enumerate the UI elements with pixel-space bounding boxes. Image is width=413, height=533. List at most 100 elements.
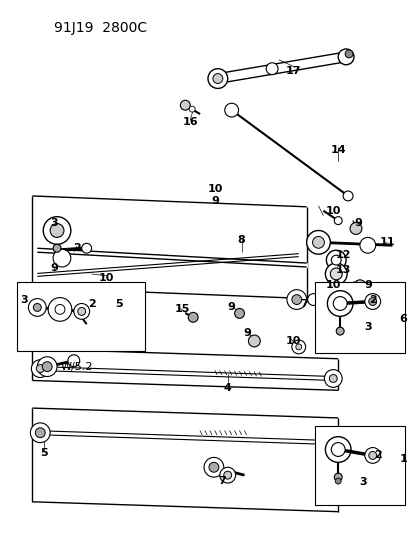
Bar <box>314 282 404 353</box>
Circle shape <box>248 335 260 347</box>
Circle shape <box>55 304 65 314</box>
Circle shape <box>342 191 352 201</box>
Text: 3: 3 <box>358 477 366 487</box>
Circle shape <box>337 49 353 64</box>
Text: 4: 4 <box>223 383 231 393</box>
Text: 10: 10 <box>285 336 301 346</box>
Circle shape <box>368 451 376 459</box>
Text: 9: 9 <box>211 196 218 206</box>
Circle shape <box>42 362 52 372</box>
Text: 8: 8 <box>237 236 245 245</box>
Circle shape <box>324 434 341 451</box>
Circle shape <box>33 303 41 311</box>
Circle shape <box>335 478 340 484</box>
Circle shape <box>207 69 227 88</box>
Circle shape <box>180 100 190 110</box>
Text: 15: 15 <box>174 304 190 314</box>
Circle shape <box>188 312 198 322</box>
Circle shape <box>224 103 238 117</box>
Circle shape <box>212 74 222 84</box>
Text: 10: 10 <box>325 206 340 216</box>
Circle shape <box>234 309 244 318</box>
Circle shape <box>312 237 324 248</box>
Text: 1: 1 <box>399 454 406 464</box>
Circle shape <box>325 263 346 285</box>
Circle shape <box>50 223 64 237</box>
Text: 2: 2 <box>373 450 381 461</box>
Text: 2: 2 <box>368 295 376 304</box>
Circle shape <box>333 217 341 224</box>
Circle shape <box>328 375 337 382</box>
Text: 3: 3 <box>50 217 58 228</box>
Text: 6: 6 <box>399 314 406 324</box>
Text: 2: 2 <box>88 300 95 310</box>
Circle shape <box>37 357 57 376</box>
Text: 10: 10 <box>325 280 340 290</box>
Circle shape <box>324 369 341 387</box>
Circle shape <box>330 268 341 280</box>
Circle shape <box>353 280 365 292</box>
Circle shape <box>335 327 343 335</box>
Circle shape <box>306 230 330 254</box>
Text: 9: 9 <box>363 280 371 290</box>
Text: 9: 9 <box>50 263 58 273</box>
Text: 14: 14 <box>330 144 345 155</box>
Circle shape <box>30 423 50 442</box>
Circle shape <box>330 255 340 265</box>
Text: W/5.2: W/5.2 <box>60 361 93 372</box>
Circle shape <box>53 244 61 252</box>
Circle shape <box>344 50 352 58</box>
Circle shape <box>291 295 301 304</box>
Circle shape <box>36 365 44 373</box>
Circle shape <box>364 448 380 463</box>
Circle shape <box>333 473 341 481</box>
Text: 3: 3 <box>363 322 371 332</box>
Text: 3: 3 <box>21 295 28 304</box>
Circle shape <box>332 296 346 310</box>
Circle shape <box>31 360 49 377</box>
Circle shape <box>35 428 45 438</box>
Circle shape <box>209 462 218 472</box>
Text: 10: 10 <box>98 273 114 283</box>
Text: 5: 5 <box>40 448 48 458</box>
Circle shape <box>223 471 231 479</box>
Bar <box>17 282 145 351</box>
Text: 11: 11 <box>379 237 394 247</box>
Circle shape <box>81 244 91 253</box>
Circle shape <box>307 294 319 305</box>
Circle shape <box>291 340 305 354</box>
Text: 10: 10 <box>206 184 222 194</box>
Circle shape <box>53 249 71 267</box>
Circle shape <box>368 297 376 305</box>
Circle shape <box>28 298 46 316</box>
Text: 12: 12 <box>335 250 350 260</box>
Text: 5: 5 <box>115 300 123 310</box>
Text: 9: 9 <box>227 302 235 312</box>
Circle shape <box>295 344 301 350</box>
Text: 7: 7 <box>217 476 225 486</box>
Text: 13: 13 <box>335 265 350 275</box>
Text: 7: 7 <box>299 300 307 310</box>
Circle shape <box>364 294 380 310</box>
Circle shape <box>286 289 306 310</box>
Circle shape <box>349 223 361 235</box>
Text: 9: 9 <box>353 217 361 228</box>
Text: 91J19  2800C: 91J19 2800C <box>54 21 147 35</box>
Circle shape <box>74 303 89 319</box>
Text: 16: 16 <box>182 117 197 127</box>
Text: 17: 17 <box>285 66 301 76</box>
Text: 2: 2 <box>73 243 81 253</box>
Bar <box>314 426 404 505</box>
Circle shape <box>266 63 278 75</box>
Circle shape <box>359 237 375 253</box>
Circle shape <box>189 106 195 112</box>
Circle shape <box>330 442 344 456</box>
Circle shape <box>48 297 72 321</box>
Circle shape <box>325 250 345 270</box>
Circle shape <box>219 467 235 483</box>
Circle shape <box>43 217 71 244</box>
Circle shape <box>327 290 352 316</box>
Circle shape <box>325 437 350 462</box>
Text: 9: 9 <box>243 328 251 338</box>
Circle shape <box>68 355 80 367</box>
